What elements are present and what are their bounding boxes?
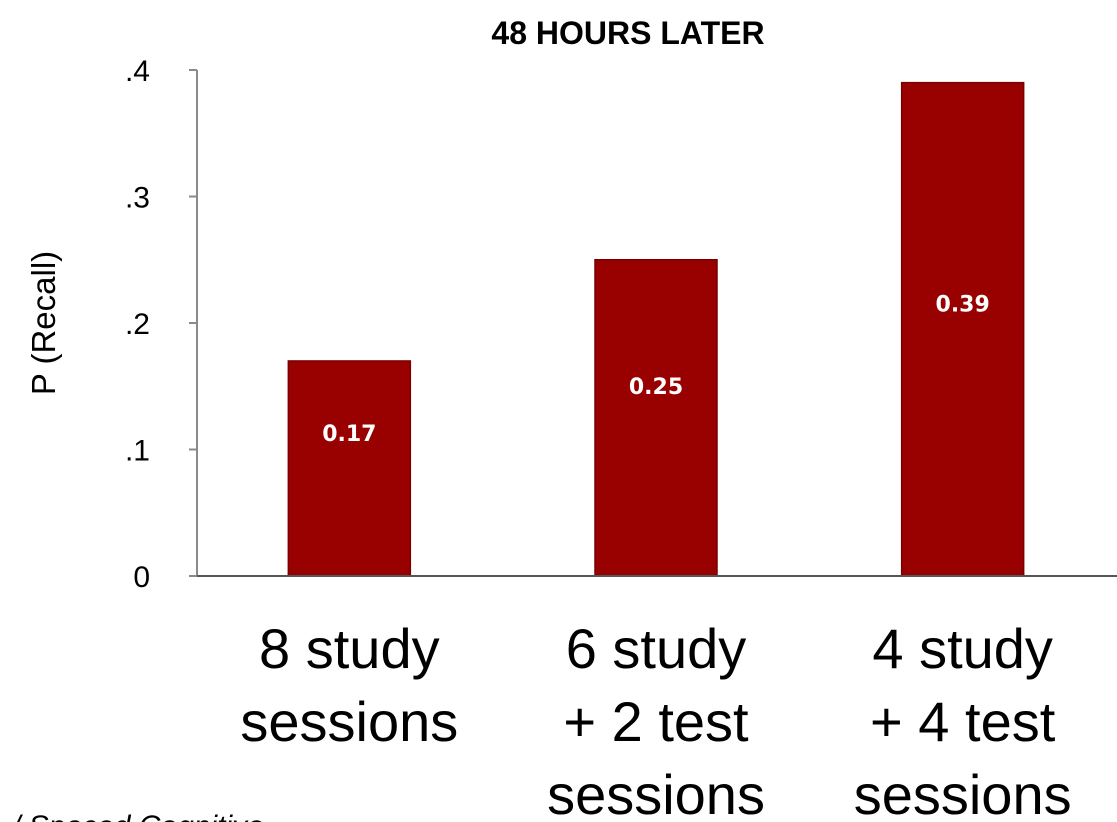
x-category-label: 6 study	[566, 617, 747, 680]
category-labels: 8 study sessions 6 study + 2 test sessions 4 …	[240, 617, 1071, 822]
x-category-label: + 4 test	[870, 690, 1056, 753]
bar	[594, 259, 718, 577]
x-category-label: 4 study	[872, 617, 1053, 680]
bar-data-label: 0.25	[629, 375, 683, 400]
bar	[287, 360, 412, 577]
y-axis-ticks: 0 .1 .2 .3 .4	[125, 55, 197, 594]
y-tick-label: 0	[133, 561, 150, 594]
x-category-label: sessions	[854, 763, 1072, 822]
bar-data-label: 0.39	[936, 293, 990, 318]
y-tick-label: .4	[125, 55, 150, 88]
footnote-text: / Spaced Cognitive	[10, 810, 264, 822]
y-axis-label: P (Recall)	[25, 251, 62, 395]
bars	[287, 81, 1025, 577]
x-category-label: sessions	[240, 690, 458, 753]
y-tick-label: .3	[125, 182, 150, 215]
bar	[900, 81, 1025, 577]
chart-title: 48 HOURS LATER	[491, 15, 764, 51]
bar-data-label: 0.17	[322, 422, 376, 447]
x-category-label: sessions	[547, 763, 765, 822]
data-labels: 0.17 0.25 0.39	[322, 293, 990, 447]
y-tick-label: .1	[125, 435, 150, 468]
x-category-label: 8 study	[259, 617, 440, 680]
x-category-label: + 2 test	[563, 690, 749, 753]
y-tick-label: .2	[125, 308, 150, 341]
